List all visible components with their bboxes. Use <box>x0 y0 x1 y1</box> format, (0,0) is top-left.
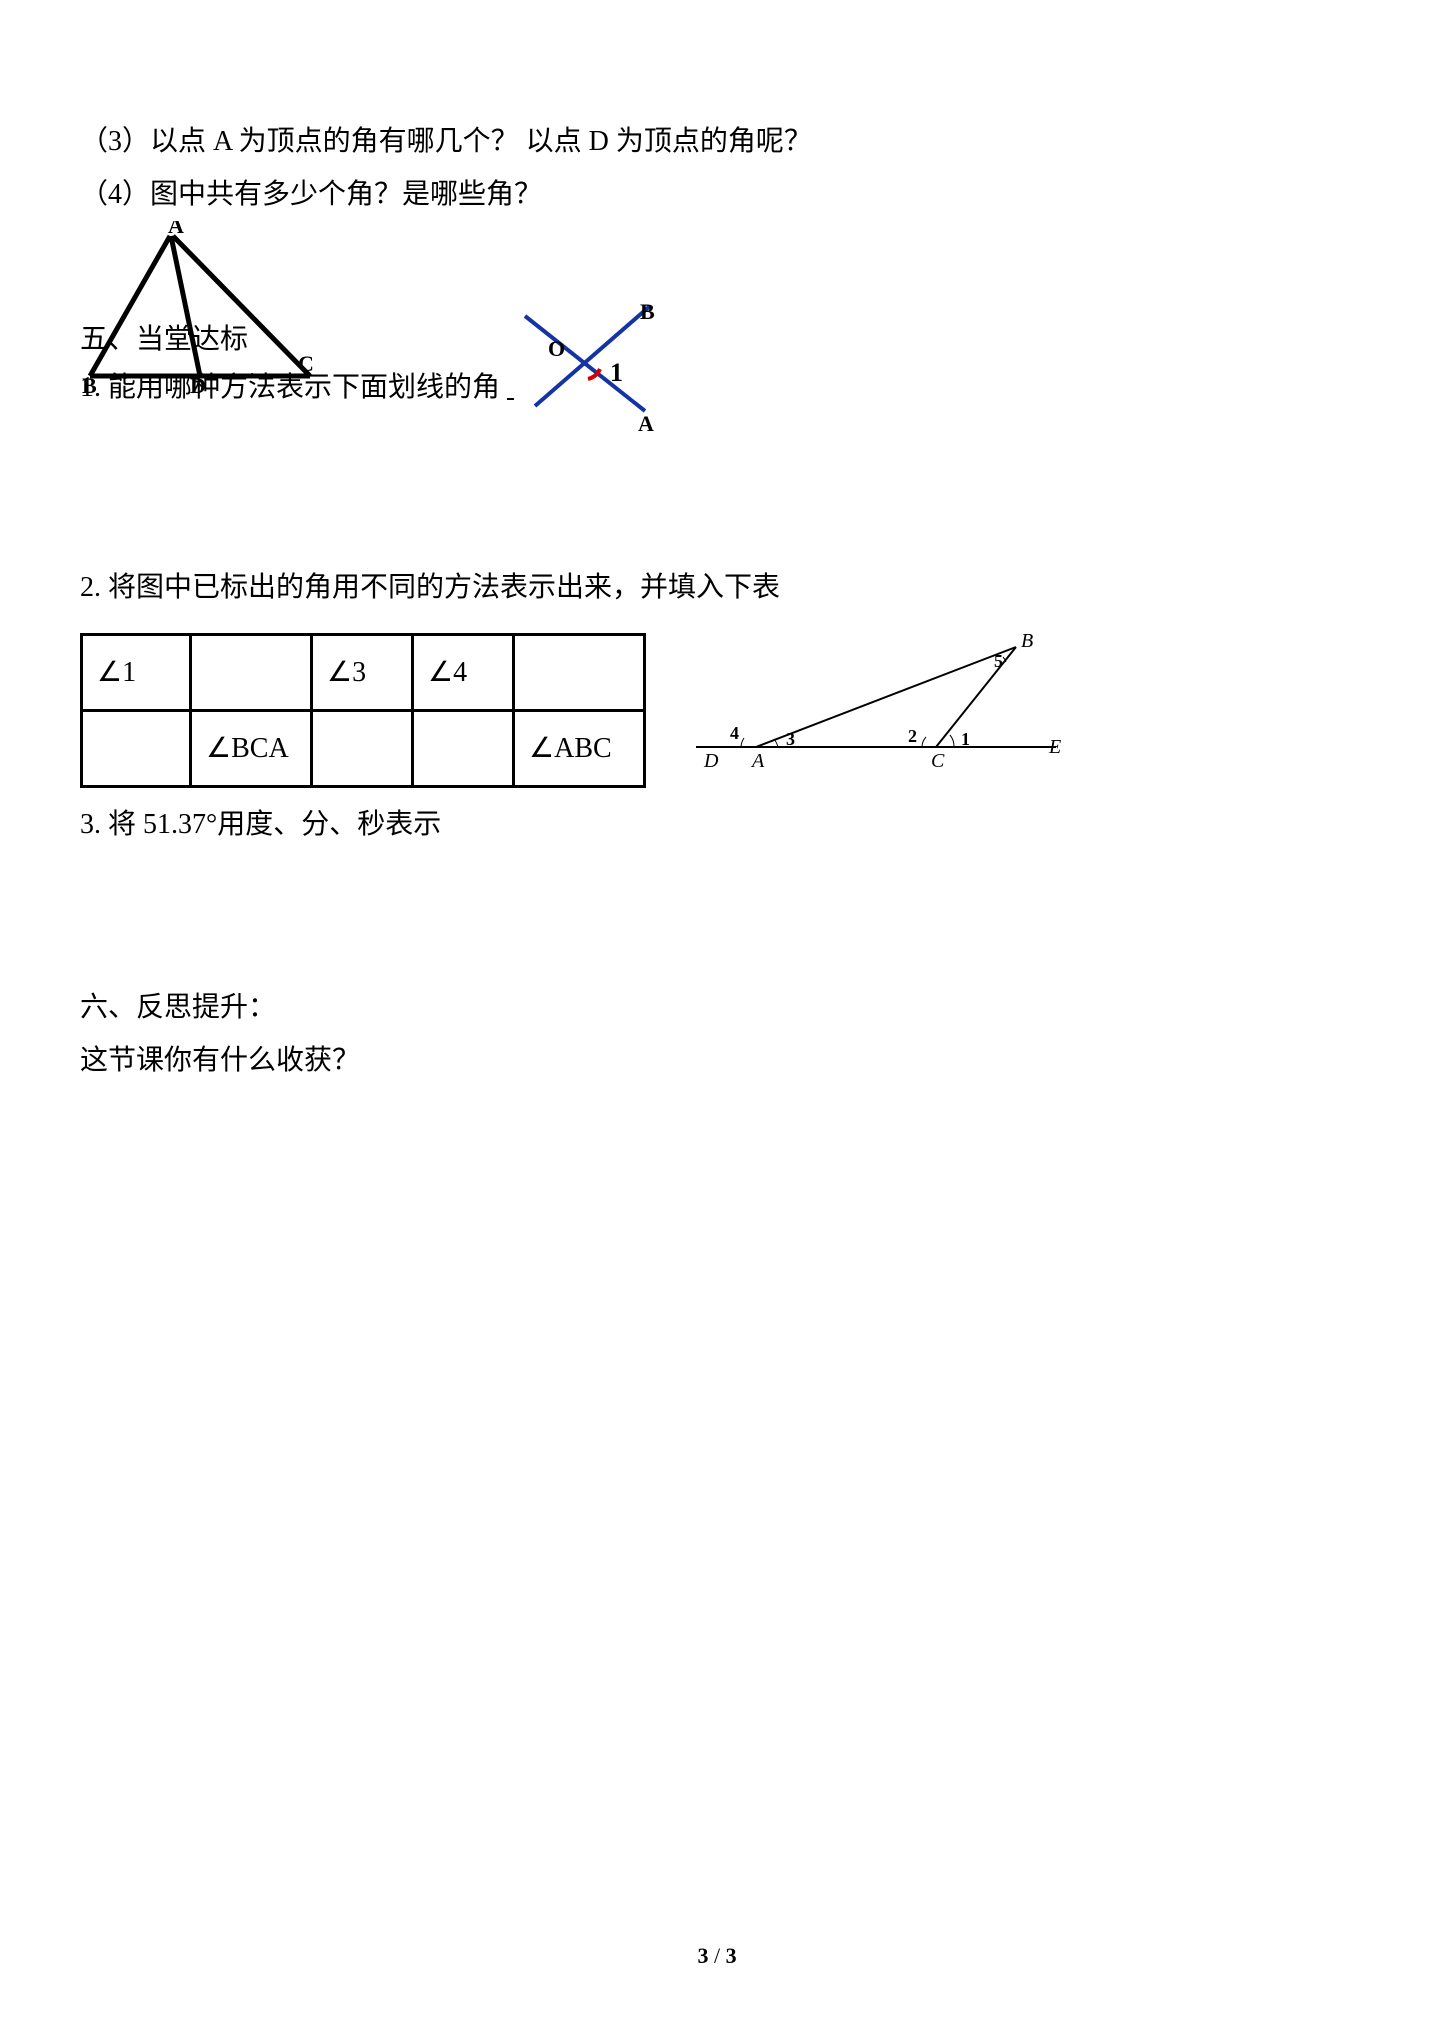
diag-3: 3 <box>786 729 795 749</box>
question-4: （4）图中共有多少个角？是哪些角？ <box>80 168 1354 221</box>
table-cell: ∠BCA <box>191 710 312 786</box>
table-cell: ∠ABC <box>514 710 645 786</box>
page-footer: 3 / 3 <box>0 1943 1434 1969</box>
angle-diagram: D A C E B 1 2 3 4 5 <box>686 627 1086 777</box>
cross-label-O: O <box>548 336 565 361</box>
diag-2: 2 <box>908 726 917 746</box>
section-5-q1: 1. 能用哪种方法表示下面划线的角 <box>80 372 500 403</box>
diag-B: B <box>1021 630 1033 652</box>
table-cell <box>312 710 413 786</box>
section-5-title: 五、当堂达标 <box>80 313 248 366</box>
diag-D: D <box>703 750 719 772</box>
question-3: （3）以点 A 为顶点的角有哪几个？ 以点 D 为顶点的角呢？ <box>80 115 1354 168</box>
section-5-q2: 2. 将图中已标出的角用不同的方法表示出来，并填入下表 <box>80 561 1354 614</box>
table-cell: ∠3 <box>312 634 413 710</box>
table-cell <box>514 634 645 710</box>
cross-label-B: B <box>640 299 655 324</box>
diag-C: C <box>931 750 945 772</box>
cross-label-A: A <box>638 411 654 436</box>
table-cell <box>191 634 312 710</box>
page-total: 3 <box>726 1943 737 1968</box>
section-6-body: 这节课你有什么收获？ <box>80 1034 1354 1087</box>
diag-A: A <box>750 750 765 772</box>
diag-5: 5 <box>994 651 1003 671</box>
table-cell <box>413 710 514 786</box>
cross-label-1: 1 <box>610 358 623 387</box>
page-sep: / <box>708 1943 725 1968</box>
section-5-q3: 3. 将 51.37°用度、分、秒表示 <box>80 798 1354 851</box>
table-cell: ∠4 <box>413 634 514 710</box>
angle-table: ∠1 ∠3 ∠4 ∠BCA ∠ABC <box>80 633 646 788</box>
triangle-label-A: A <box>168 221 184 238</box>
page-number: 3 <box>697 1943 708 1968</box>
section-6-title: 六、反思提升： <box>80 981 1354 1034</box>
diag-E: E <box>1048 736 1061 758</box>
diag-1: 1 <box>961 729 970 749</box>
table-cell: ∠1 <box>82 634 191 710</box>
cross-figure: O B A 1 <box>510 291 690 441</box>
figures-row: A B C D O B A 1 五、当堂达标 1. 能用哪种方法表示下面划线的角 <box>80 221 1354 441</box>
table-cell <box>82 710 191 786</box>
diag-4: 4 <box>730 723 739 743</box>
